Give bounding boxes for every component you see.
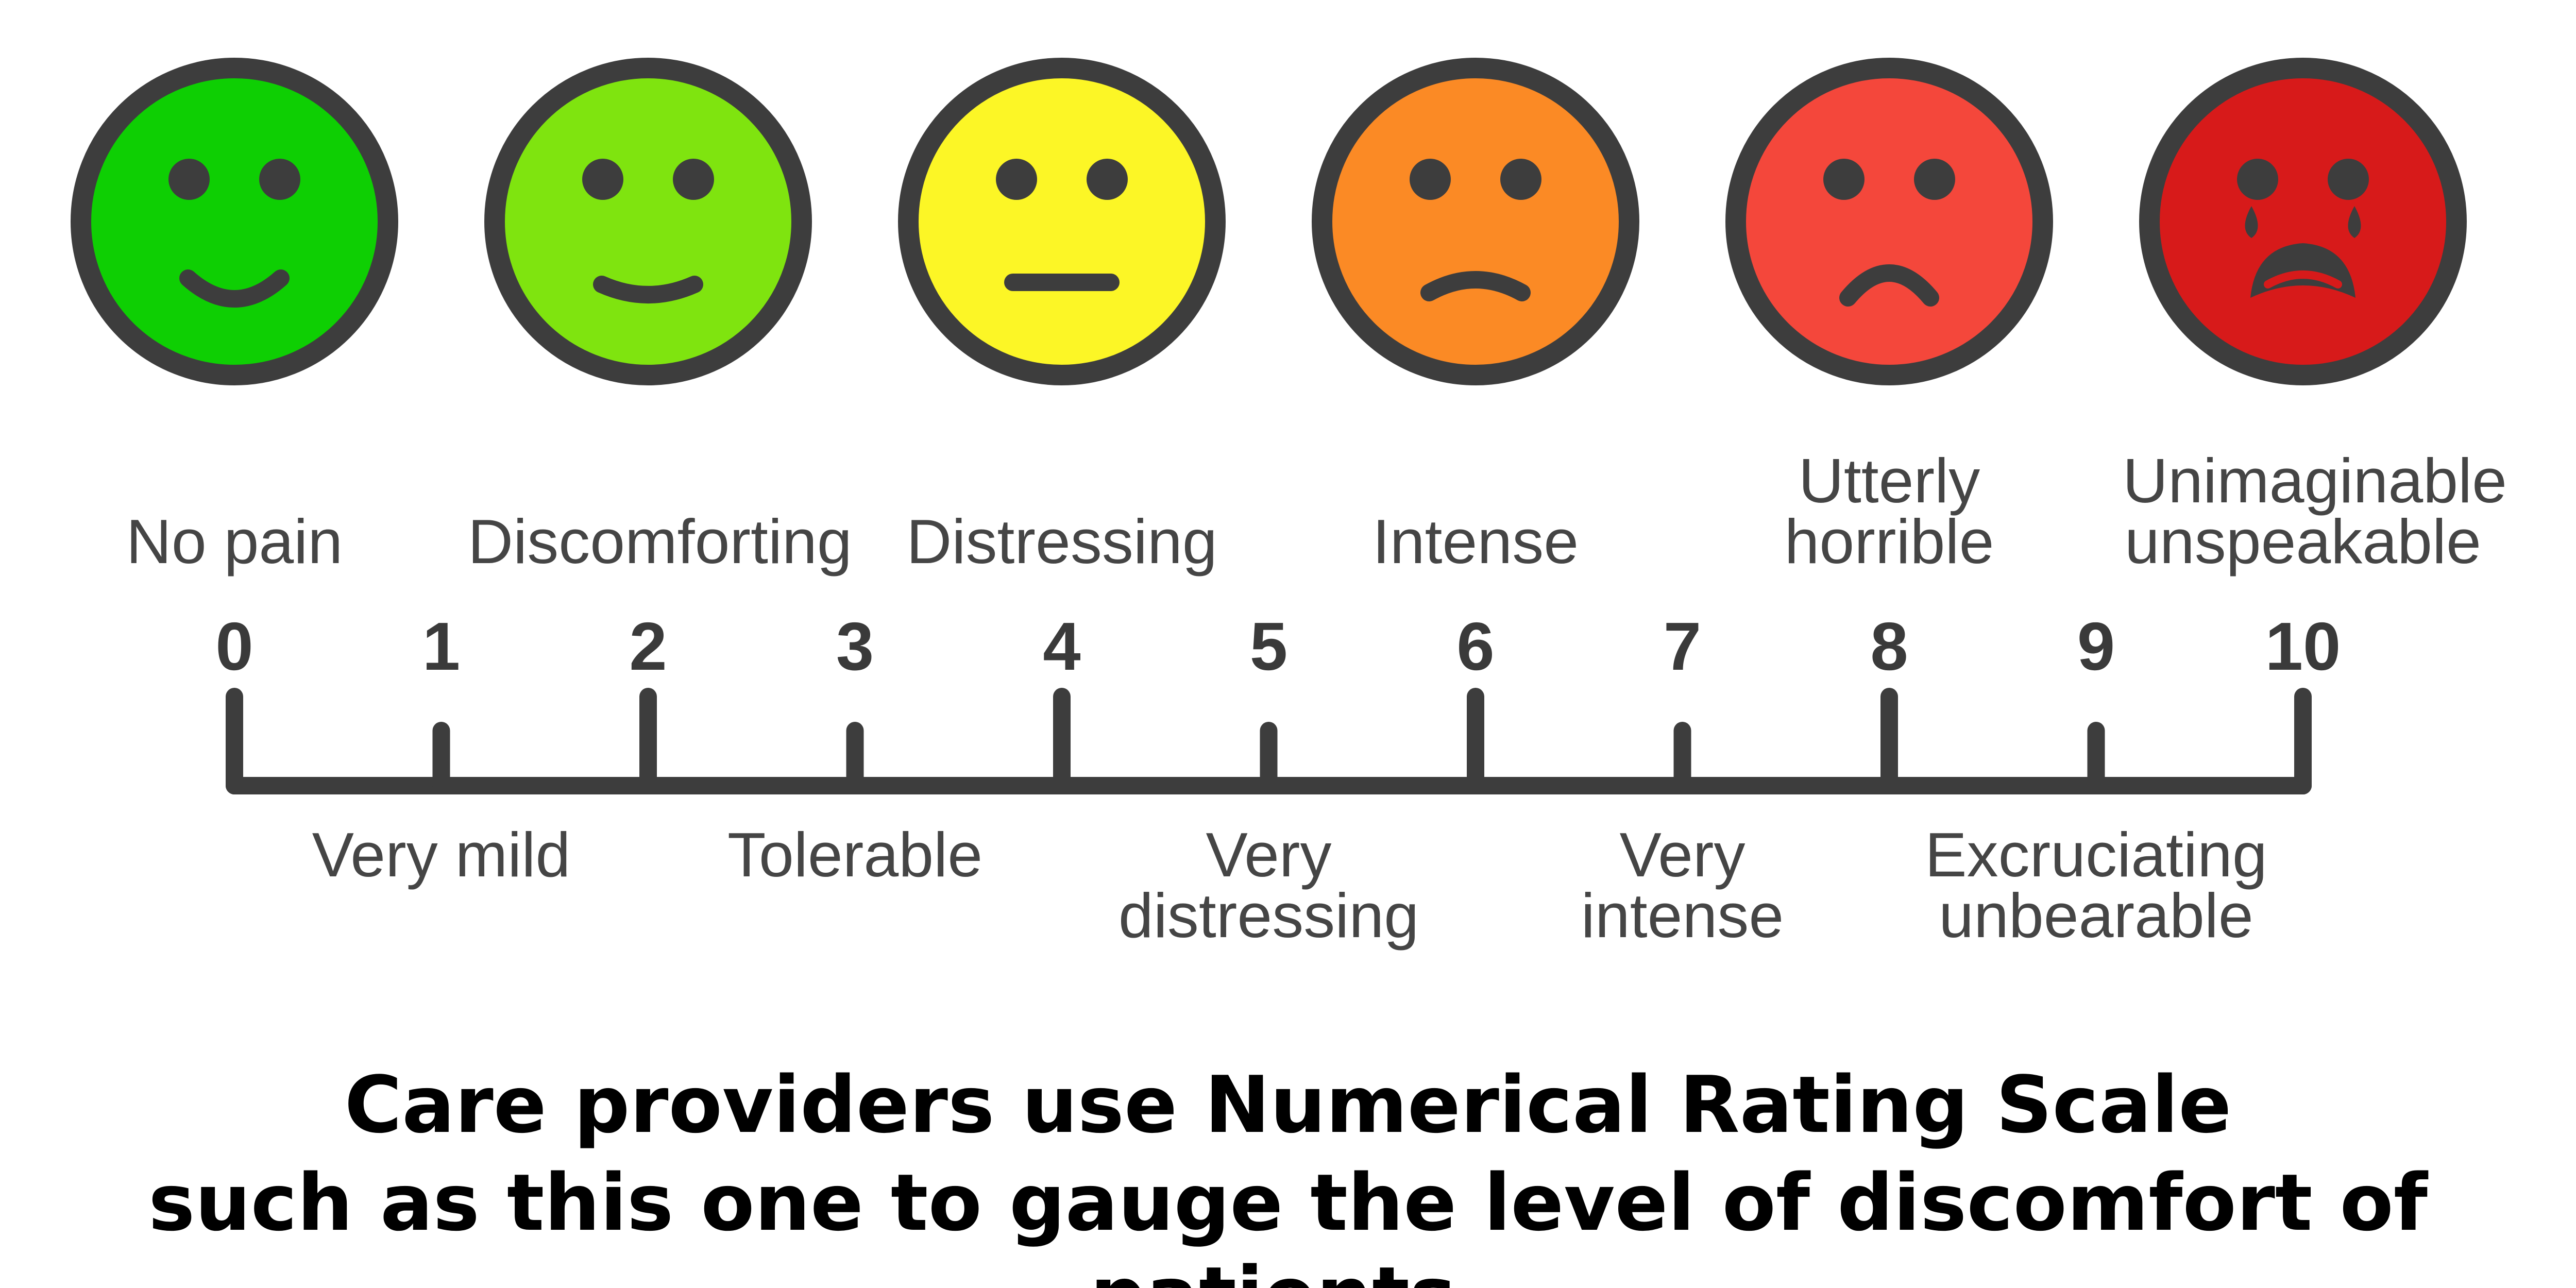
tear-icon [2348,206,2361,238]
scale-number: 9 [2077,608,2115,684]
right-eye-icon [1087,159,1128,200]
scale-number: 0 [215,608,253,684]
scale-number: 5 [1249,608,1288,684]
top-label: Intense [1372,506,1579,577]
utterly-horrible-face [1719,52,2059,392]
bottom-label: Very mild [312,820,571,890]
top-label: Utterly horrible [1784,446,1994,577]
scale-number: 1 [422,608,461,684]
mouth-icon [1839,264,1939,307]
bottom-label: Tolerable [727,820,983,890]
scale-number: 6 [1456,608,1495,684]
scale-number: 2 [629,608,667,684]
intense-face [1306,52,1646,392]
mouth-icon [1420,271,1531,301]
no-pain-face [64,52,404,392]
right-eye-icon [673,159,714,200]
right-eye-icon [259,159,300,200]
scale-number: 7 [1663,608,1702,684]
right-eye-icon [1914,159,1955,200]
mouth-icon [179,269,290,308]
right-eye-icon [1500,159,1541,200]
distressing-face [892,52,1232,392]
left-eye-icon [2237,159,2278,200]
scale-number: 8 [1870,608,1908,684]
left-eye-icon [1410,159,1451,200]
scale-number: 10 [2265,608,2341,684]
top-label: No pain [126,506,343,577]
scale-number: 4 [1043,608,1081,684]
unimaginable-face [2133,52,2473,392]
scale-axis [226,688,2312,794]
bottom-label: Very intense [1581,820,1784,951]
tear-icon [2245,206,2258,238]
left-eye-icon [582,159,623,200]
discomforting-face [478,52,818,392]
mouth-icon [593,276,703,303]
bottom-label: Excruciating unbearable [1925,820,2267,951]
top-label: Discomforting [468,506,852,577]
scale-number: 3 [836,608,874,684]
top-label: Unimaginable unspeakable [2123,446,2507,577]
right-eye-icon [2328,159,2369,200]
left-eye-icon [1823,159,1865,200]
left-eye-icon [168,159,210,200]
left-eye-icon [996,159,1037,200]
bottom-label: Very distressing [1118,820,1419,951]
top-label: Distressing [906,506,1217,577]
caption-line-2: such as this one to gauge the level of d… [148,1157,2428,1288]
caption-line-1: Care providers use Numerical Rating Scal… [344,1059,2232,1150]
